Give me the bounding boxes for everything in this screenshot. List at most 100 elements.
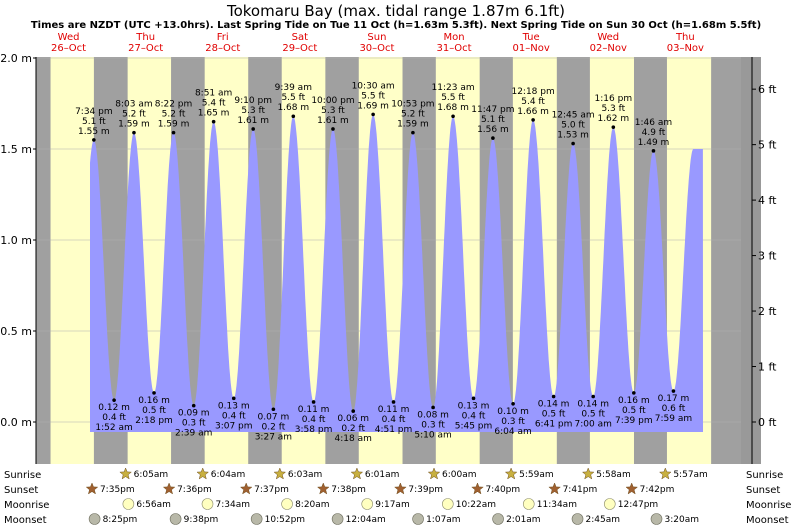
- moonset-icon: [169, 513, 182, 525]
- day-date: 31–Oct: [437, 43, 472, 54]
- moonrise-time: 7:34am: [216, 500, 251, 510]
- day-date: 29–Oct: [282, 43, 317, 54]
- tide-curve-area: [90, 114, 703, 432]
- right-margin-band: [741, 57, 761, 464]
- low-tide-label: 6:41 pm: [535, 420, 573, 430]
- high-tide-label: 4.9 ft: [642, 128, 666, 138]
- day-date: 02–Nov: [590, 43, 627, 54]
- extreme-point: [351, 409, 356, 413]
- moonrise-time: 12:47pm: [618, 500, 658, 510]
- high-tide-label: 5.3 ft: [241, 106, 265, 116]
- moonset-icon: [250, 513, 263, 525]
- sunset-icon: [548, 482, 561, 495]
- low-tide-label: 3:58 pm: [295, 425, 333, 435]
- sunset-icon: [471, 482, 484, 495]
- sunset-time: 7:41pm: [563, 485, 598, 495]
- low-tide-label: 5:10 am: [414, 430, 451, 440]
- day-weekday: Mon: [444, 32, 465, 43]
- low-tide-label: 0.06 m: [337, 414, 369, 424]
- moonrise-time: 10:22am: [456, 500, 496, 510]
- low-tide-label: 0.13 m: [458, 401, 490, 411]
- right-tick-label: 5 ft: [758, 139, 777, 152]
- extreme-point: [571, 141, 575, 146]
- extreme-point: [531, 118, 535, 122]
- chart-subtitle: Times are NZDT (UTC +13.0hrs). Last Spri…: [31, 20, 761, 31]
- low-tide-label: 0.11 m: [298, 405, 330, 415]
- moonset-icon: [650, 513, 663, 525]
- moonset-icon: [88, 513, 101, 525]
- sunrise-icon: [504, 467, 518, 480]
- astro-row-label-left: Moonrise: [4, 500, 49, 511]
- sunset-icon: [85, 482, 99, 495]
- high-tide-label: 9:10 pm: [234, 96, 272, 106]
- left-tick-label: 2.0 m: [0, 52, 32, 65]
- high-tide-label: 10:30 am: [352, 81, 395, 91]
- low-tide-label: 7:59 am: [655, 414, 692, 424]
- high-tide-label: 8:22 pm: [155, 100, 193, 110]
- high-tide-label: 1.59 m: [397, 120, 429, 130]
- high-tide-label: 1.53 m: [557, 131, 589, 141]
- low-tide-label: 6:04 am: [494, 427, 531, 437]
- low-tide-label: 0.07 m: [258, 412, 290, 422]
- low-tide-label: 0.11 m: [378, 405, 410, 415]
- day-date: 01–Nov: [513, 43, 550, 54]
- sunrise-icon: [196, 467, 210, 480]
- high-tide-label: 5.5 ft: [281, 93, 305, 103]
- high-tide-label: 5.1 ft: [481, 115, 505, 125]
- right-tick-label: 4 ft: [758, 194, 777, 207]
- extreme-point: [92, 138, 96, 142]
- moonrise-icon: [201, 498, 214, 510]
- low-tide-label: 3:07 pm: [215, 421, 253, 431]
- tide-extremes: 7:34 pm5.1 ft1.55 m0.12 m0.4 ft1:52 am8:…: [75, 81, 692, 444]
- moonset-icon: [571, 513, 584, 525]
- sunrise-time: 6:05am: [134, 470, 169, 480]
- low-tide-label: 0.4 ft: [382, 415, 406, 425]
- extreme-point: [271, 407, 276, 412]
- moonrise-icon: [603, 498, 616, 510]
- sunrise-icon: [658, 467, 672, 480]
- left-tick-label: 1.0 m: [0, 234, 32, 247]
- day-weekday: Thu: [135, 32, 155, 43]
- high-tide-label: 10:00 pm: [311, 96, 354, 106]
- moonset-time: 12:04am: [346, 515, 386, 525]
- high-tide-label: 5.5 ft: [361, 91, 385, 101]
- high-tide-label: 5.3 ft: [601, 104, 625, 114]
- high-tide-label: 5.0 ft: [561, 121, 585, 131]
- high-tide-label: 1.56 m: [477, 125, 509, 135]
- extreme-point: [231, 396, 236, 401]
- sunrise-time: 5:57am: [673, 470, 708, 480]
- high-tide-label: 5.5 ft: [441, 93, 465, 103]
- sunrise-time: 6:03am: [288, 470, 323, 480]
- day-date: 26–Oct: [51, 43, 86, 54]
- low-tide-label: 0.2 ft: [341, 424, 365, 434]
- low-tide-label: 0.2 ft: [262, 422, 286, 432]
- low-tide-label: 0.16 m: [618, 396, 650, 406]
- low-tide-label: 0.6 ft: [662, 404, 686, 414]
- high-tide-label: 1:16 pm: [595, 94, 633, 104]
- low-tide-label: 0.5 ft: [542, 410, 566, 420]
- high-tide-label: 1.61 m: [237, 116, 269, 126]
- high-tide-label: 8:03 am: [115, 100, 152, 110]
- sunrise-icon: [427, 467, 441, 480]
- sunrise-time: 6:01am: [365, 470, 400, 480]
- high-tide-label: 9:39 am: [275, 83, 312, 93]
- low-tide-label: 0.10 m: [497, 407, 529, 417]
- moonrise-icon: [442, 498, 454, 510]
- left-tick-label: 0.5 m: [0, 325, 32, 338]
- right-tick-label: 0 ft: [758, 416, 777, 429]
- high-tide-label: 1.68 m: [437, 103, 469, 113]
- sunrise-time: 6:04am: [211, 470, 246, 480]
- high-tide-label: 5.2 ft: [162, 110, 186, 120]
- high-tide-label: 1.62 m: [597, 114, 629, 124]
- low-tide-label: 7:39 pm: [615, 416, 653, 426]
- high-tide-label: 12:18 pm: [511, 87, 554, 97]
- extreme-point: [511, 402, 515, 406]
- sunset-icon: [162, 482, 176, 495]
- right-tick-label: 2 ft: [758, 305, 777, 318]
- day-weekday: Thu: [675, 32, 695, 43]
- day-weekday: Sun: [367, 32, 386, 43]
- low-tide-label: 7:00 am: [575, 420, 612, 430]
- low-tide-label: 0.3 ft: [421, 420, 445, 430]
- astronomy-table: Sunrise Sunrise Sunset Sunset Moonrise Moonri…: [4, 467, 791, 525]
- high-tide-label: 5.2 ft: [122, 110, 146, 120]
